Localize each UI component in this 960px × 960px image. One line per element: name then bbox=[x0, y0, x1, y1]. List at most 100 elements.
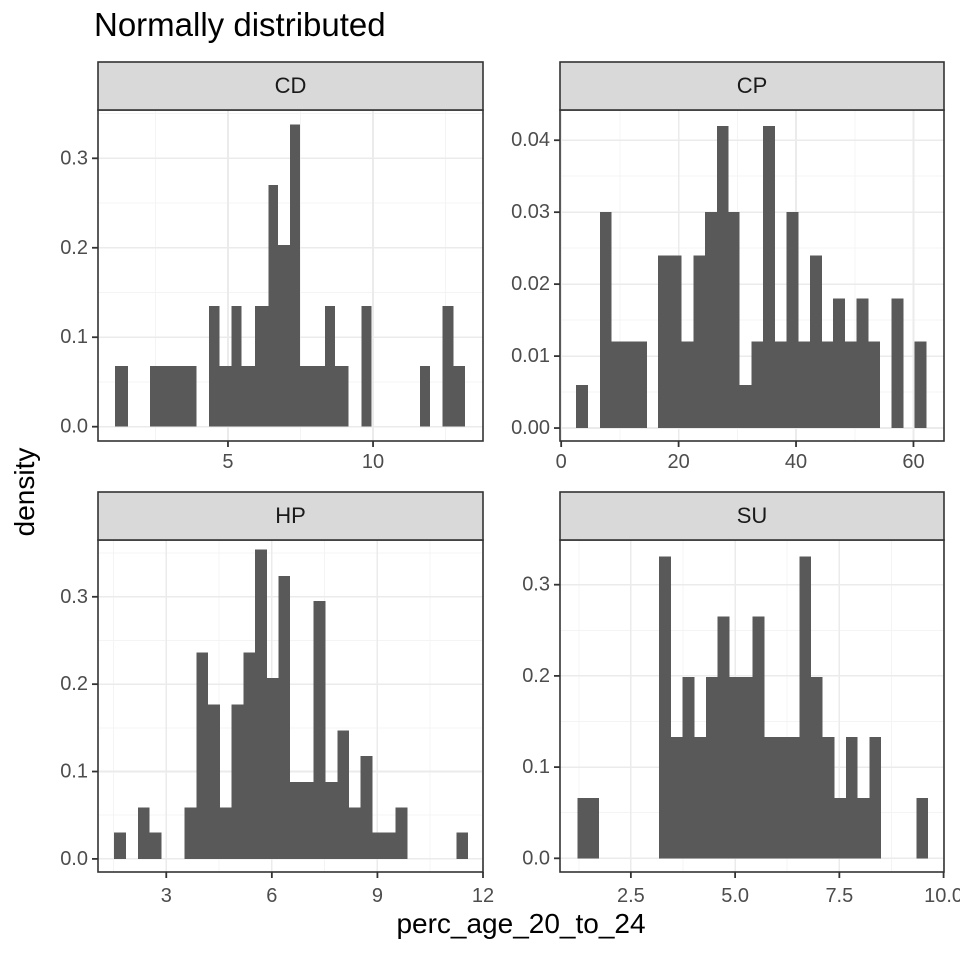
histogram-bar bbox=[751, 341, 764, 429]
histogram-bar bbox=[693, 255, 706, 429]
facet-su: 2.5 5.0 7.5 10.0 0.0 0.1 0.2 0.3 bbox=[522, 491, 960, 907]
histogram-bar bbox=[577, 798, 600, 859]
histogram-bar bbox=[611, 341, 647, 429]
histogram-bar bbox=[456, 832, 468, 859]
histogram-bar bbox=[786, 212, 799, 429]
histogram-bar bbox=[395, 807, 408, 859]
histogram-bar bbox=[599, 212, 612, 429]
histogram-bar bbox=[268, 185, 279, 427]
x-tick-label: 9 bbox=[372, 885, 383, 907]
y-tick-label: 0.1 bbox=[60, 761, 88, 783]
y-tick-label: 0.01 bbox=[511, 345, 550, 367]
histogram-bar bbox=[729, 676, 753, 859]
histogram-bar bbox=[798, 341, 811, 429]
y-tick-label: 0.0 bbox=[60, 848, 88, 870]
histogram-bar bbox=[810, 676, 823, 859]
histogram-bar bbox=[243, 652, 255, 859]
bars-group bbox=[575, 125, 927, 429]
x-axis-title: perc_age_20_to_24 bbox=[396, 908, 646, 939]
histogram-bar bbox=[254, 549, 267, 859]
chart-title: Normally distributed bbox=[94, 6, 386, 43]
x-tick-label: 7.5 bbox=[825, 885, 853, 907]
histogram-bar bbox=[717, 616, 730, 859]
histogram-bar bbox=[231, 704, 244, 859]
histogram-bar bbox=[868, 341, 880, 429]
histogram-bar bbox=[254, 305, 269, 427]
histogram-bar bbox=[774, 341, 787, 429]
histogram-bar bbox=[361, 305, 372, 427]
histogram-bar bbox=[799, 556, 811, 859]
y-axis-title: density bbox=[9, 447, 40, 537]
histogram-bar bbox=[442, 305, 454, 427]
y-tick-label: 0.2 bbox=[60, 237, 88, 259]
x-tick-label: 12 bbox=[472, 885, 494, 907]
histogram-bar bbox=[694, 737, 706, 859]
histogram-bar bbox=[219, 365, 232, 427]
x-tick-label: 5.0 bbox=[721, 885, 749, 907]
bars-group bbox=[114, 124, 466, 427]
x-tick-label: 5 bbox=[222, 451, 233, 473]
histogram-bar bbox=[241, 365, 255, 427]
histogram-bar bbox=[114, 365, 129, 427]
histogram-bar bbox=[372, 832, 396, 859]
histogram-bar bbox=[682, 676, 695, 859]
y-tick-label: 0.3 bbox=[522, 574, 550, 596]
histogram-bar bbox=[196, 652, 209, 859]
y-tick-label: 0.04 bbox=[511, 129, 550, 151]
histogram-bar bbox=[208, 704, 220, 859]
histogram-bar bbox=[764, 737, 800, 859]
histogram-bar bbox=[716, 125, 729, 429]
histogram-bar bbox=[290, 782, 314, 859]
histogram-bar bbox=[453, 365, 466, 427]
facet-strip bbox=[97, 491, 484, 541]
x-tick-label: 2.5 bbox=[617, 885, 645, 907]
histogram-bar bbox=[231, 305, 242, 427]
histogram-bar bbox=[325, 782, 338, 859]
histogram-bar bbox=[681, 341, 694, 429]
histogram-bar bbox=[184, 807, 197, 859]
histogram-bar bbox=[575, 384, 589, 429]
histogram-bar bbox=[728, 212, 740, 429]
facet-strip bbox=[97, 61, 484, 111]
histogram-bar bbox=[137, 807, 150, 859]
histogram-bar bbox=[834, 798, 847, 859]
histogram-bar bbox=[810, 255, 822, 429]
histogram-bar bbox=[856, 298, 869, 429]
facet-strip bbox=[559, 491, 945, 541]
bars-group bbox=[577, 556, 929, 859]
histogram-bar bbox=[763, 125, 775, 429]
x-tick-label: 10.0 bbox=[924, 885, 960, 907]
histogram-bar bbox=[833, 298, 845, 429]
histogram-bar bbox=[670, 737, 683, 859]
x-tick-label: 0 bbox=[556, 451, 567, 473]
x-tick-label: 6 bbox=[266, 885, 277, 907]
y-tick-label: 0.00 bbox=[511, 417, 550, 439]
x-tick-label: 3 bbox=[161, 885, 172, 907]
histogram-bar bbox=[219, 807, 232, 859]
histogram-bar bbox=[313, 601, 326, 859]
facet-cd: 5 10 0.0 0.1 0.2 0.3 bbox=[60, 61, 484, 473]
histogram-bar bbox=[705, 212, 717, 429]
histogram-bar bbox=[324, 305, 336, 427]
histogram-bar bbox=[335, 365, 349, 427]
histogram-bar bbox=[822, 737, 835, 859]
histogram-bar bbox=[739, 384, 752, 429]
histogram-bar bbox=[149, 365, 197, 427]
bars-group bbox=[114, 549, 468, 859]
histogram-bar bbox=[337, 730, 349, 859]
y-tick-label: 0.2 bbox=[522, 665, 550, 687]
x-tick-label: 10 bbox=[362, 451, 384, 473]
histogram-bar bbox=[208, 305, 220, 427]
facet-strip bbox=[559, 61, 945, 111]
histogram-bar bbox=[290, 124, 300, 427]
histogram-bar bbox=[752, 616, 765, 859]
histogram-bar bbox=[360, 755, 373, 859]
histogram-bar bbox=[114, 832, 127, 859]
y-tick-label: 0.3 bbox=[60, 586, 88, 608]
facet-cp: 0 20 40 60 0.00 0.01 0.02 0.03 0.04 bbox=[511, 61, 945, 473]
histogram-bar bbox=[299, 365, 325, 427]
histogram-bar bbox=[844, 341, 857, 429]
y-tick-label: 0.1 bbox=[60, 326, 88, 348]
